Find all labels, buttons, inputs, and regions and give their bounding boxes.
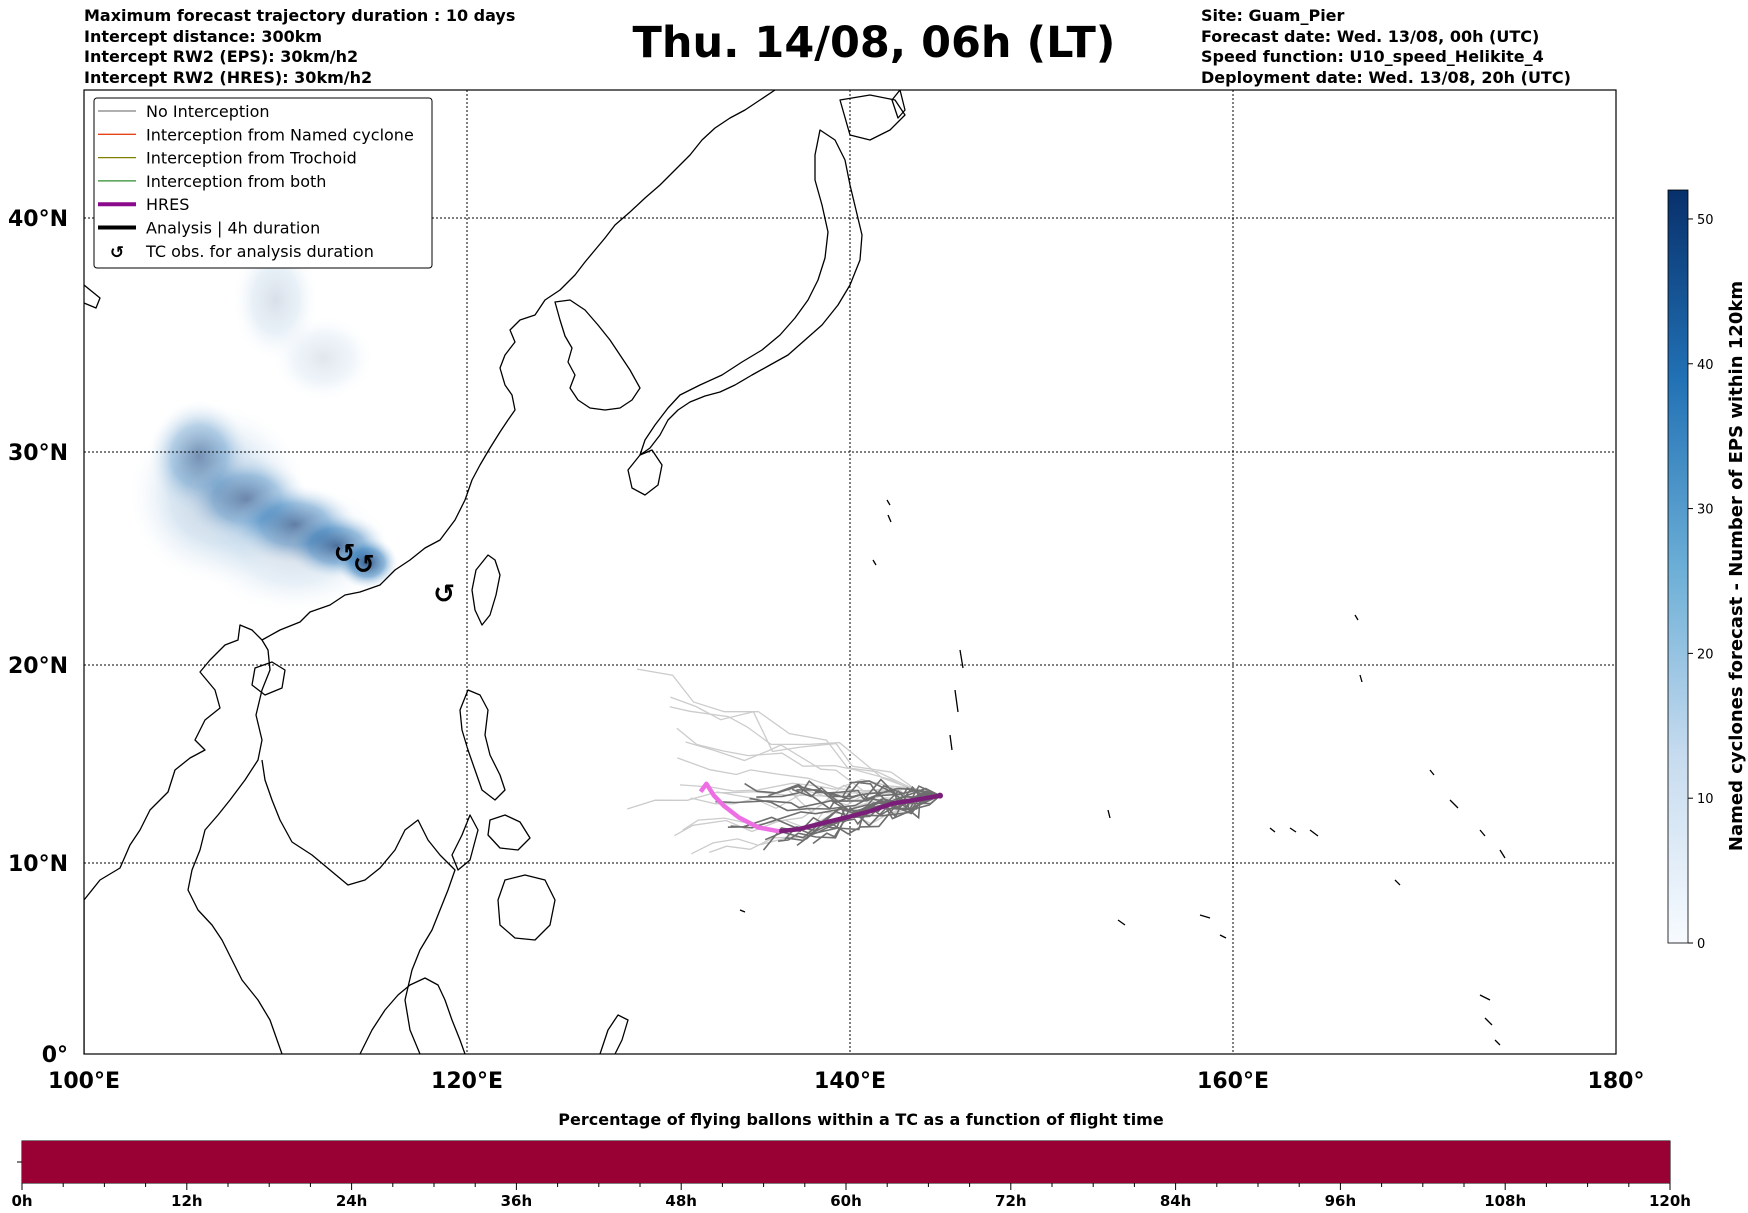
tc-obs-icon: ↺: [353, 550, 375, 580]
legend-item-label: Interception from Trochoid: [146, 149, 357, 168]
coastlines: [84, 90, 1506, 1054]
header-speed-function: Speed function: U10_speed_Helikite_4: [1201, 47, 1544, 66]
map-frame: [83, 89, 1617, 1055]
eps-trajectory: [805, 795, 941, 840]
colorbar-tick-label: 20: [1697, 647, 1714, 662]
latitude-labels: 0° 10°N 20°N 30°N 40°N: [8, 207, 68, 1068]
longitude-label: 100°E: [48, 1069, 120, 1094]
colorbar-tick-label: 50: [1697, 213, 1714, 228]
eps-density-layer: [129, 239, 399, 612]
coast-borneo: [359, 977, 466, 1054]
eps-trajectory: [791, 784, 941, 811]
legend-item-label: Interception from Named cyclone: [146, 125, 414, 144]
coast-taiwan: [471, 554, 501, 626]
colorbar-tick-label: 10: [1697, 792, 1714, 807]
longitude-label: 160°E: [1197, 1069, 1269, 1094]
latitude-label: 10°N: [8, 852, 68, 877]
eps-tracks: [627, 668, 941, 855]
tc-percentage-tick-label: 12h: [171, 1192, 203, 1210]
header-left: Maximum forecast trajectory duration : 1…: [84, 6, 515, 88]
tc-percentage-tick-label: 0h: [11, 1192, 32, 1210]
latitude-label: 20°N: [8, 654, 68, 679]
legend-item-label: TC obs. for analysis duration: [145, 242, 374, 261]
coast-sulawesi: [599, 1014, 629, 1054]
eps-trajectory: [676, 727, 941, 797]
header-intercept-hres: Intercept RW2 (HRES): 30km/h2: [84, 67, 373, 87]
hres-track-analysis: [778, 793, 941, 834]
tc-obs-markers: ↺↺↺: [334, 539, 455, 609]
eps-trajectory: [670, 696, 941, 797]
colorbar-tick-label: 30: [1697, 503, 1714, 518]
legend-item-label: HRES: [146, 195, 189, 214]
density-colorbar: 0 10 20 30 40 50 Named cyclones forecast - Nu…: [1667, 189, 1747, 952]
tc-percentage-tick-label: 60h: [830, 1192, 862, 1210]
eps-density-blob: [273, 316, 374, 401]
tc-obs-icon: ↺: [433, 580, 455, 610]
colorbar-tick-label: 0: [1697, 937, 1705, 952]
header-max-duration: Maximum forecast trajectory duration : 1…: [84, 6, 516, 25]
tc-percentage-fill: [22, 1141, 1670, 1183]
legend-item-label: Analysis | 4h duration: [146, 219, 320, 238]
longitude-label: 140°E: [814, 1069, 886, 1094]
tc-percentage-tick-label: 48h: [665, 1192, 697, 1210]
tc-percentage-tick-label: 24h: [336, 1192, 368, 1210]
density-colorbar-label: Named cyclones forecast - Number of EPS …: [1726, 281, 1747, 851]
tc-percentage-tick-label: 108h: [1484, 1192, 1526, 1210]
tc-obs-icon: ↺: [334, 539, 356, 569]
eps-trajectory: [778, 793, 941, 842]
legend: No Interception Interception from Named c…: [93, 97, 433, 269]
coast-korea: [554, 299, 641, 411]
tc-percentage-title: Percentage of flying ballons within a TC…: [558, 1110, 1164, 1129]
gridlines: [84, 90, 1616, 1054]
header-site: Site: Guam_Pier: [1201, 6, 1345, 25]
hres-track-forecast: [698, 781, 780, 834]
legend-item-label: Interception from both: [146, 172, 326, 191]
colorbar-tick-label: 40: [1697, 358, 1714, 373]
coast-luzon: [459, 689, 506, 801]
header-forecast-date: Forecast date: Wed. 13/08, 00h (UTC): [1201, 26, 1540, 46]
tc-percentage-tick-label: 36h: [501, 1192, 533, 1210]
longitude-label: 180°: [1588, 1069, 1645, 1094]
tc-percentage-tick-label: 96h: [1325, 1192, 1357, 1210]
map-title: Thu. 14/08, 06h (LT): [632, 18, 1116, 68]
latitude-label: 0°: [42, 1043, 68, 1068]
legend-tc-obs-icon: ↺: [110, 243, 124, 263]
eps-density-blob: [198, 483, 391, 612]
eps-trajectory: [669, 706, 941, 797]
coast-kyushu: [627, 449, 663, 496]
coast-visayas: [451, 814, 531, 871]
tc-percentage-tick-label: 72h: [995, 1192, 1027, 1210]
coast-sakhalin: [891, 90, 906, 119]
coast-japan: [639, 129, 863, 456]
tc-percentage-bar: Percentage of flying ballons within a TC…: [11, 1110, 1691, 1210]
latitude-label: 40°N: [8, 207, 68, 232]
site-marker: [937, 792, 944, 799]
longitude-label: 120°E: [431, 1069, 503, 1094]
header-right: Site: Guam_Pier Forecast date: Wed. 13/0…: [1201, 6, 1571, 88]
tc-percentage-tick-label: 120h: [1649, 1192, 1691, 1210]
header-intercept-eps: Intercept RW2 (EPS): 30km/h2: [84, 47, 359, 66]
eps-trajectory: [636, 668, 941, 797]
legend-box: [93, 97, 433, 269]
coast-hokkaido: [839, 94, 906, 141]
coast-islands: [739, 499, 1506, 1046]
header-intercept-distance: Intercept distance: 300km: [84, 26, 323, 46]
coast-mindanao: [497, 874, 556, 941]
legend-item-label: No Interception: [146, 102, 270, 121]
latitude-label: 30°N: [8, 441, 68, 466]
coast-hainan: [251, 661, 286, 696]
header-deployment-date: Deployment date: Wed. 13/08, 20h (UTC): [1201, 67, 1571, 87]
coast-asia-mainland: [84, 90, 776, 1054]
hres-track: [698, 781, 944, 834]
map-area: ↺↺↺: [84, 90, 1616, 1054]
tc-percentage-tick-label: 84h: [1160, 1192, 1192, 1210]
density-colorbar-bar: [1667, 189, 1689, 944]
longitude-labels: 100°E 120°E 140°E 160°E 180°: [48, 1069, 1644, 1094]
